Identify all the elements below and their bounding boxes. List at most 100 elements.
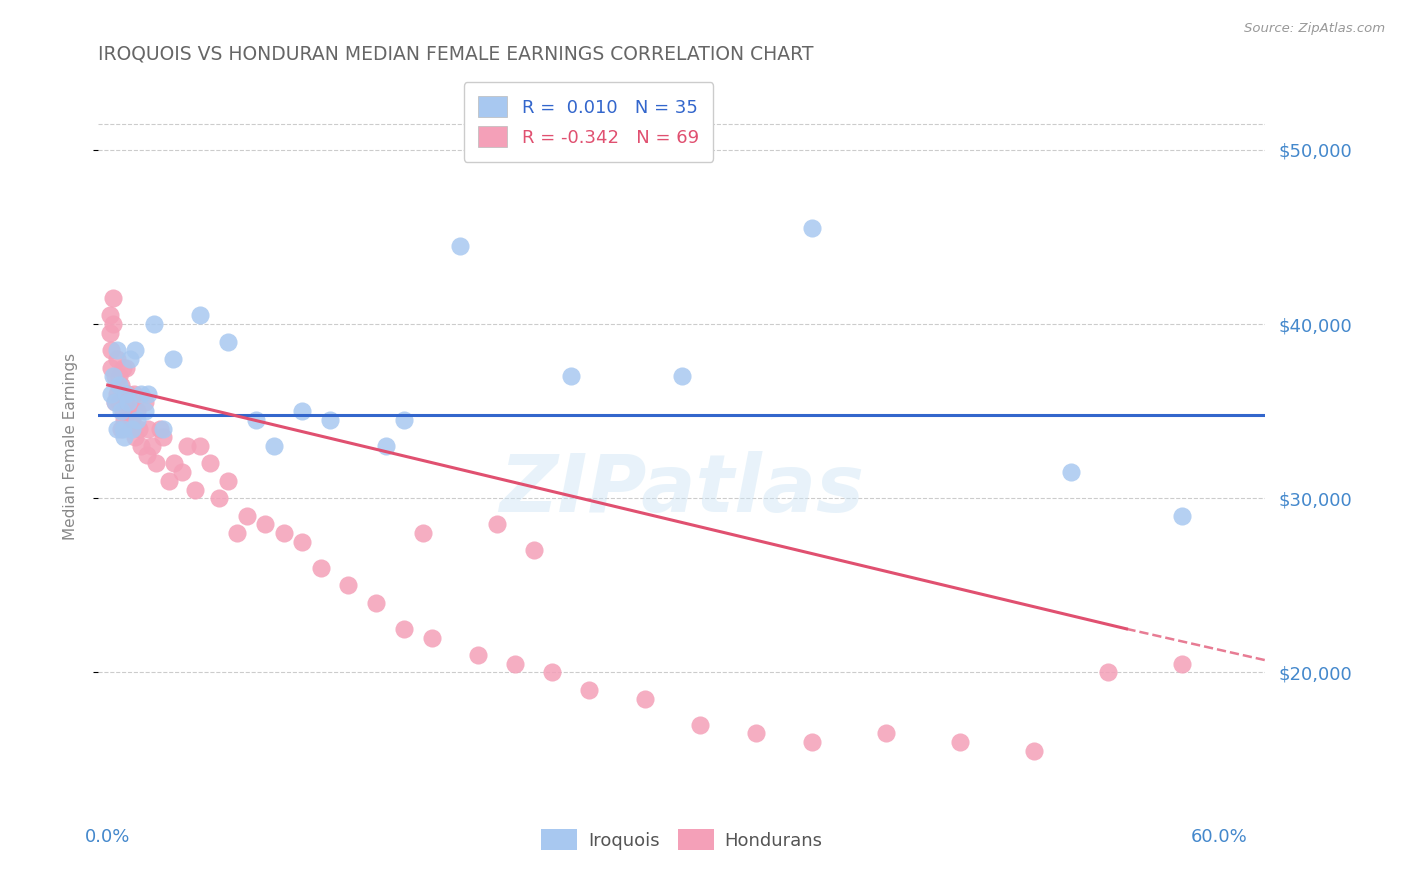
Point: [117, 395, 139, 409]
Point: [170, 465, 193, 479]
Point: [138, 421, 160, 435]
Point: [745, 726, 768, 740]
Point: [107, 395, 129, 409]
Point: [949, 735, 972, 749]
Text: ZIPatlas: ZIPatlas: [499, 450, 865, 529]
Point: [128, 421, 150, 435]
Point: [184, 483, 207, 497]
Point: [875, 726, 897, 740]
Point: [115, 360, 138, 375]
Point: [467, 648, 489, 662]
Point: [100, 386, 122, 401]
Point: [800, 735, 823, 749]
Point: [103, 291, 125, 305]
Text: IROQUOIS VS HONDURAN MEDIAN FEMALE EARNINGS CORRELATION CHART: IROQUOIS VS HONDURAN MEDIAN FEMALE EARNI…: [98, 45, 814, 63]
Point: [103, 369, 125, 384]
Point: [412, 526, 434, 541]
Point: [235, 508, 257, 523]
Point: [1171, 657, 1194, 671]
Point: [449, 238, 471, 252]
Point: [141, 439, 163, 453]
Point: [485, 517, 508, 532]
Point: [1060, 465, 1083, 479]
Point: [104, 395, 127, 409]
Point: [671, 369, 693, 384]
Point: [111, 360, 134, 375]
Point: [420, 631, 443, 645]
Point: [337, 578, 360, 592]
Point: [188, 309, 211, 323]
Point: [143, 317, 166, 331]
Point: [118, 404, 141, 418]
Point: [152, 430, 174, 444]
Point: [134, 404, 156, 418]
Point: [541, 665, 564, 680]
Point: [392, 413, 415, 427]
Point: [129, 386, 152, 401]
Point: [188, 439, 211, 453]
Point: [1171, 508, 1194, 523]
Y-axis label: Median Female Earnings: Median Female Earnings: [63, 352, 77, 540]
Point: [110, 404, 132, 418]
Point: [121, 413, 143, 427]
Point: [135, 448, 157, 462]
Point: [110, 378, 132, 392]
Point: [107, 369, 129, 384]
Point: [319, 413, 342, 427]
Point: [578, 682, 600, 697]
Point: [129, 439, 152, 453]
Text: Source: ZipAtlas.com: Source: ZipAtlas.com: [1244, 22, 1385, 36]
Point: [111, 404, 134, 418]
Point: [689, 717, 711, 731]
Point: [124, 343, 146, 358]
Point: [374, 439, 396, 453]
Point: [1097, 665, 1119, 680]
Point: [392, 622, 415, 636]
Point: [217, 474, 239, 488]
Point: [152, 421, 174, 435]
Point: [105, 386, 128, 401]
Point: [124, 430, 146, 444]
Point: [291, 404, 314, 418]
Point: [523, 543, 546, 558]
Point: [98, 326, 121, 340]
Point: [100, 343, 122, 358]
Point: [560, 369, 582, 384]
Point: [254, 517, 277, 532]
Point: [208, 491, 231, 506]
Point: [162, 351, 184, 366]
Point: [98, 309, 121, 323]
Point: [104, 369, 127, 384]
Point: [198, 457, 221, 471]
Point: [111, 421, 134, 435]
Point: [503, 657, 526, 671]
Point: [105, 343, 128, 358]
Point: [127, 404, 149, 418]
Point: [100, 360, 122, 375]
Point: [145, 457, 167, 471]
Point: [1022, 744, 1045, 758]
Point: [134, 395, 156, 409]
Point: [110, 421, 132, 435]
Point: [800, 221, 823, 235]
Legend: Iroquois, Hondurans: Iroquois, Hondurans: [534, 822, 830, 857]
Point: [127, 413, 149, 427]
Point: [263, 439, 285, 453]
Point: [148, 421, 170, 435]
Point: [122, 386, 145, 401]
Point: [634, 691, 657, 706]
Point: [366, 596, 388, 610]
Point: [291, 534, 314, 549]
Point: [217, 334, 239, 349]
Point: [157, 474, 180, 488]
Point: [107, 378, 129, 392]
Point: [104, 395, 127, 409]
Point: [103, 317, 125, 331]
Point: [112, 413, 135, 427]
Point: [138, 386, 160, 401]
Point: [121, 421, 143, 435]
Point: [115, 395, 138, 409]
Point: [245, 413, 267, 427]
Point: [176, 439, 198, 453]
Point: [115, 386, 138, 401]
